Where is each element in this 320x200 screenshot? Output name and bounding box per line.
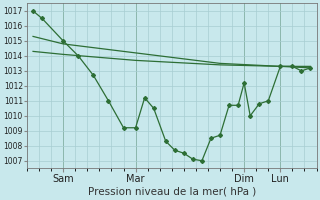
X-axis label: Pression niveau de la mer( hPa ): Pression niveau de la mer( hPa ): [88, 187, 256, 197]
